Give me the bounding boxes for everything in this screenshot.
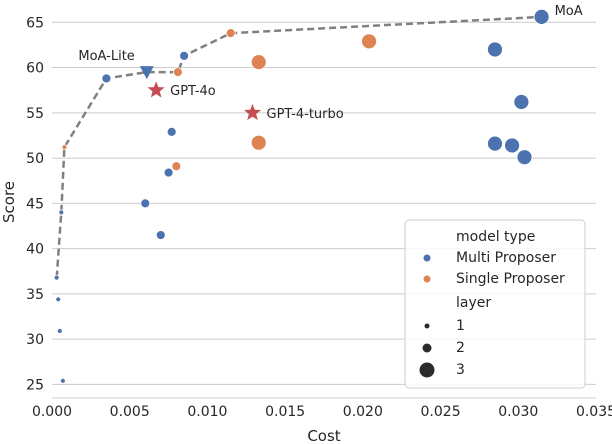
legend-size-label: 1: [456, 318, 465, 334]
x-tick-label: 0.030: [498, 404, 538, 420]
x-tick-label: 0.020: [343, 404, 383, 420]
legend-size-label: 2: [456, 340, 465, 356]
multi-proposer-point: [513, 94, 530, 110]
single-proposer-point: [361, 33, 377, 50]
frontier-line: [55, 15, 542, 278]
multi-proposer-point: [155, 230, 166, 240]
legend-hue-title: model type: [456, 229, 535, 245]
point-annotations: MoA: [555, 4, 583, 19]
multi-proposer-point: [55, 296, 62, 303]
legend-entry-label: Single Proposer: [456, 271, 565, 287]
legend-size-marker: [424, 323, 430, 329]
single-proposer-point: [171, 161, 182, 172]
multi-proposer-point: [166, 126, 177, 137]
y-tick-label: 65: [26, 15, 44, 31]
gpt-4-turbo-star-marker: [243, 103, 262, 121]
legend-size-marker: [419, 362, 435, 378]
x-tick-label: 0.025: [421, 404, 461, 420]
multi-proposer-point: [56, 328, 63, 334]
y-tick-label: 30: [26, 332, 44, 348]
legend-size-title: layer: [456, 295, 491, 311]
y-axis-ticks: 25 30 35 40 45 50 55 60 65: [26, 15, 44, 393]
y-tick-label: 45: [26, 196, 44, 212]
multi-proposer-point: [504, 137, 520, 154]
multi-proposer-point: [53, 274, 60, 281]
x-axis-ticks: 0.000 0.005 0.010 0.015 0.020 0.025 0.030 0.035: [32, 404, 612, 420]
single-proposer-point: [250, 54, 267, 71]
single-proposer-point: [61, 144, 68, 151]
y-tick-label: 55: [26, 106, 44, 122]
moa-lite-triangle-marker: [139, 66, 154, 80]
single-proposer-point: [250, 134, 267, 151]
x-axis-label: Cost: [307, 427, 340, 444]
moa-lite-label: MoA-Lite: [78, 49, 134, 64]
x-tick-label: 0.035: [576, 404, 612, 420]
gpt-4o-label: GPT-4o: [170, 84, 216, 99]
highlight-markers: GPT-4o GPT-4-turbo MoA-Lite: [78, 49, 343, 122]
x-tick-label: 0.005: [110, 404, 150, 420]
moa-label: MoA: [555, 4, 583, 19]
multi-proposer-point: [140, 198, 151, 209]
legend-size-marker: [422, 343, 432, 353]
multi-proposer-point: [487, 41, 503, 58]
y-tick-label: 40: [26, 242, 44, 258]
single-proposer-point: [225, 28, 236, 39]
y-axis-label: Score: [0, 181, 18, 223]
multi-proposer-point: [58, 209, 65, 216]
legend-size-label: 3: [456, 362, 465, 378]
x-tick-label: 0.015: [265, 404, 305, 420]
legend-box: [404, 219, 586, 389]
multi-proposer-point: [516, 149, 533, 166]
legend-swatch: [423, 254, 431, 262]
multi-proposer-point: [533, 8, 550, 25]
y-tick-label: 60: [26, 61, 44, 77]
gpt-4-turbo-label: GPT-4-turbo: [267, 107, 344, 122]
multi-proposer-point: [101, 73, 112, 84]
legend-swatch: [423, 275, 431, 283]
gpt-4o-star-marker: [147, 81, 165, 98]
multi-proposer-point: [163, 167, 174, 178]
y-tick-label: 50: [26, 151, 44, 167]
legend: model type Multi Proposer Single Proposer l…: [404, 219, 586, 389]
multi-proposer-point: [59, 377, 66, 384]
data-points: [53, 8, 550, 384]
legend-entry-label: Multi Proposer: [456, 250, 556, 266]
y-tick-label: 25: [26, 377, 44, 393]
x-tick-label: 0.000: [32, 404, 72, 420]
multi-proposer-point: [487, 135, 503, 152]
y-tick-label: 35: [26, 287, 44, 303]
multi-proposer-point: [179, 50, 190, 61]
x-tick-label: 0.010: [187, 404, 227, 420]
single-proposer-point: [172, 67, 183, 77]
